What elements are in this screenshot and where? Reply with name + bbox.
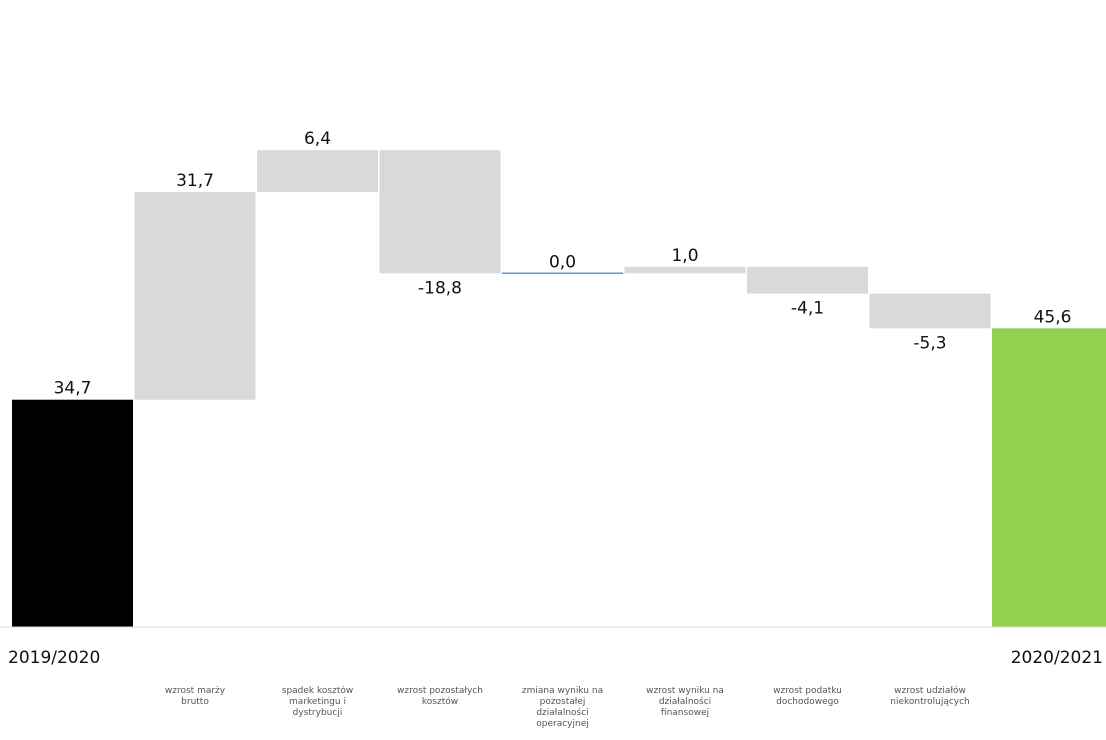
category-label-2-line-0: spadek kosztów [282,685,353,696]
value-label-8: 45,6 [1034,307,1072,327]
category-label-3-line-0: wzrost pozostałych [397,686,483,696]
value-label-6: -4,1 [791,299,824,319]
bar-5 [624,266,746,274]
category-label-0: 2019/2020 [8,648,100,668]
bar-8 [992,328,1106,627]
category-label-5-line-2: finansowej [661,708,709,718]
category-labels-layer: 2019/2020 wzrost marży brutto spadek kosztó… [8,648,1103,729]
category-label-1: wzrost marży brutto [165,686,226,707]
category-label-6-line-1: dochodowego [776,697,839,707]
category-label-4-line-2: działalności [536,707,588,718]
bar-0 [12,399,133,627]
category-label-3: wzrost pozostałych kosztów [397,686,483,707]
bar-1 [134,192,256,400]
category-label-2-line-2: dystrybucji [293,708,343,718]
category-label-5: wzrost wyniku na działalności finansowej [646,686,724,718]
category-label-2-line-1: marketingu i [289,697,346,707]
value-label-4: 0,0 [549,252,576,272]
category-label-7: wzrost udziałów niekontrolujących [890,685,970,707]
category-label-5-line-0: wzrost wyniku na [646,686,724,696]
category-label-7-line-0: wzrost udziałów [894,685,966,696]
category-label-2: spadek kosztów marketingu i dystrybucji [282,685,353,718]
bar-6 [747,266,868,294]
category-label-7-line-1: niekontrolujących [890,697,970,707]
category-label-1-line-0: wzrost marży [165,686,226,696]
value-labels-layer: 34,7 31,7 6,4 -18,8 0,0 1,0 -4,1 -5,3 45,6 [54,129,1072,399]
category-label-4-line-3: operacyjnej [536,719,589,729]
bar-3 [379,150,501,274]
value-label-1: 31,7 [176,171,214,191]
value-label-0: 34,7 [54,379,92,399]
category-label-5-line-1: działalności [659,696,711,707]
category-label-4-line-0: zmiana wyniku na [522,686,603,696]
bar-7 [869,293,991,329]
value-label-7: -5,3 [913,333,946,353]
category-label-1-line-1: brutto [181,697,209,707]
bars-layer [12,150,1106,627]
value-label-5: 1,0 [671,246,698,266]
category-label-3-line-1: kosztów [422,696,458,707]
value-label-2: 6,4 [304,129,331,149]
bar-2 [257,150,378,193]
category-label-8: 2020/2021 [1011,648,1103,668]
category-label-6-line-0: wzrost podatku [773,686,842,696]
category-label-4: zmiana wyniku na pozostałej działalności op… [522,686,603,729]
category-label-6: wzrost podatku dochodowego [773,686,842,707]
category-label-4-line-1: pozostałej [540,697,586,707]
value-label-3: -18,8 [418,278,462,298]
